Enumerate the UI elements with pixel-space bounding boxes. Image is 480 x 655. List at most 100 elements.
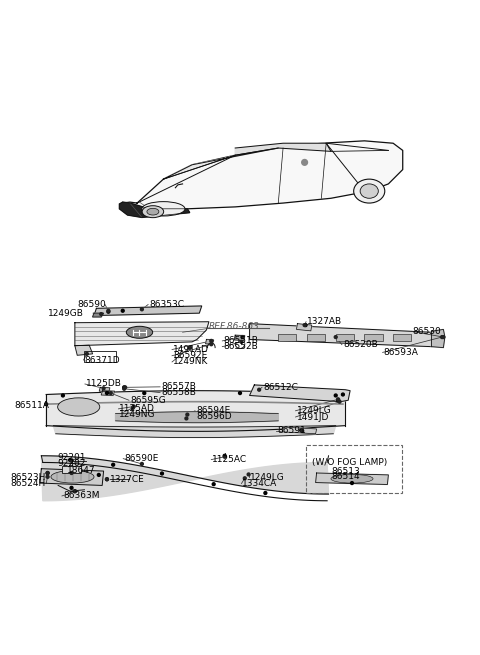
Circle shape — [102, 387, 105, 390]
Text: 1125DB: 1125DB — [86, 379, 122, 388]
Circle shape — [240, 341, 243, 343]
Bar — [393, 334, 411, 341]
Circle shape — [73, 490, 76, 493]
Circle shape — [441, 335, 444, 339]
Circle shape — [334, 335, 337, 339]
Text: 1491AD: 1491AD — [173, 345, 209, 354]
Circle shape — [301, 430, 304, 432]
Bar — [62, 466, 81, 474]
Circle shape — [241, 335, 244, 339]
Circle shape — [210, 339, 213, 343]
Polygon shape — [53, 426, 336, 438]
Polygon shape — [250, 385, 350, 402]
Circle shape — [70, 487, 73, 489]
Ellipse shape — [331, 474, 373, 483]
Circle shape — [350, 481, 353, 485]
Ellipse shape — [147, 208, 159, 215]
Circle shape — [106, 477, 108, 481]
Polygon shape — [432, 329, 445, 348]
Text: 1327CE: 1327CE — [110, 475, 144, 484]
Circle shape — [70, 459, 73, 462]
Circle shape — [334, 394, 337, 397]
Circle shape — [97, 474, 100, 476]
Text: 86530: 86530 — [412, 327, 441, 336]
Text: 1249NG: 1249NG — [120, 410, 156, 419]
Circle shape — [304, 324, 307, 327]
Text: 1334CA: 1334CA — [242, 479, 277, 488]
Text: 86520B: 86520B — [343, 340, 378, 349]
Text: 86371D: 86371D — [84, 356, 120, 365]
Text: 1249LG: 1249LG — [297, 406, 331, 415]
Circle shape — [442, 335, 445, 339]
Circle shape — [106, 392, 108, 394]
Text: 86590E: 86590E — [124, 454, 158, 463]
Text: 86513: 86513 — [331, 466, 360, 476]
Circle shape — [336, 399, 339, 402]
Text: 1125AD: 1125AD — [120, 404, 155, 413]
Text: 1125AC: 1125AC — [212, 455, 247, 464]
Circle shape — [336, 398, 339, 401]
Circle shape — [124, 386, 127, 389]
Polygon shape — [234, 335, 245, 341]
Ellipse shape — [58, 398, 100, 416]
Circle shape — [143, 392, 146, 394]
Text: 92202: 92202 — [57, 459, 85, 468]
Ellipse shape — [360, 184, 378, 198]
Circle shape — [70, 472, 73, 474]
Polygon shape — [205, 339, 214, 345]
Circle shape — [247, 473, 250, 476]
Circle shape — [239, 392, 241, 394]
Circle shape — [46, 472, 49, 474]
Circle shape — [73, 490, 76, 493]
Text: 86552B: 86552B — [223, 342, 258, 351]
Circle shape — [106, 477, 108, 481]
Polygon shape — [250, 324, 441, 346]
Circle shape — [70, 459, 73, 462]
Polygon shape — [116, 412, 278, 422]
Circle shape — [132, 405, 135, 408]
Ellipse shape — [126, 326, 153, 338]
Polygon shape — [93, 313, 104, 317]
Polygon shape — [75, 322, 209, 346]
Circle shape — [46, 476, 49, 478]
Text: 18647: 18647 — [67, 466, 96, 475]
Circle shape — [123, 387, 126, 390]
Polygon shape — [163, 148, 278, 179]
Bar — [84, 352, 116, 362]
Circle shape — [69, 458, 72, 462]
Circle shape — [302, 160, 308, 165]
Polygon shape — [75, 345, 93, 355]
Text: 86514: 86514 — [331, 472, 360, 481]
Circle shape — [141, 462, 144, 465]
Circle shape — [338, 400, 341, 403]
Circle shape — [123, 386, 126, 389]
Circle shape — [46, 472, 49, 474]
Polygon shape — [94, 306, 202, 316]
Polygon shape — [41, 456, 328, 501]
Circle shape — [185, 417, 188, 420]
Polygon shape — [123, 141, 403, 209]
Text: 86523H: 86523H — [10, 473, 46, 482]
Text: 86551B: 86551B — [223, 337, 258, 345]
Circle shape — [141, 308, 144, 310]
Text: 86592E: 86592E — [173, 351, 207, 360]
Text: 86594E: 86594E — [196, 406, 230, 415]
Circle shape — [112, 463, 115, 466]
Text: 1249NK: 1249NK — [173, 358, 208, 366]
Text: 86593A: 86593A — [384, 348, 419, 357]
Bar — [278, 334, 297, 341]
Polygon shape — [99, 387, 110, 392]
Circle shape — [160, 472, 163, 475]
Circle shape — [100, 312, 103, 316]
Circle shape — [223, 455, 226, 458]
Circle shape — [303, 324, 306, 327]
Text: 86590: 86590 — [77, 300, 106, 309]
Text: 86591: 86591 — [277, 426, 306, 436]
Bar — [306, 445, 402, 493]
Text: 86558B: 86558B — [161, 388, 196, 397]
Circle shape — [61, 394, 64, 397]
Text: 86524H: 86524H — [10, 479, 46, 488]
Polygon shape — [316, 473, 388, 485]
Text: 86557B: 86557B — [161, 383, 196, 391]
Circle shape — [264, 492, 267, 495]
